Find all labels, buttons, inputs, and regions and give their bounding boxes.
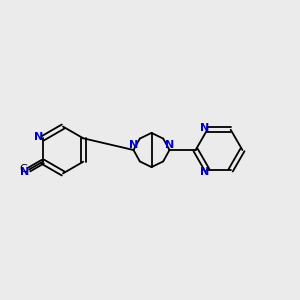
Text: N: N (20, 167, 29, 177)
Text: N: N (200, 123, 209, 133)
Text: N: N (34, 132, 44, 142)
Text: N: N (129, 140, 138, 150)
Text: C: C (19, 164, 27, 174)
Text: N: N (200, 167, 209, 177)
Text: N: N (165, 140, 174, 150)
